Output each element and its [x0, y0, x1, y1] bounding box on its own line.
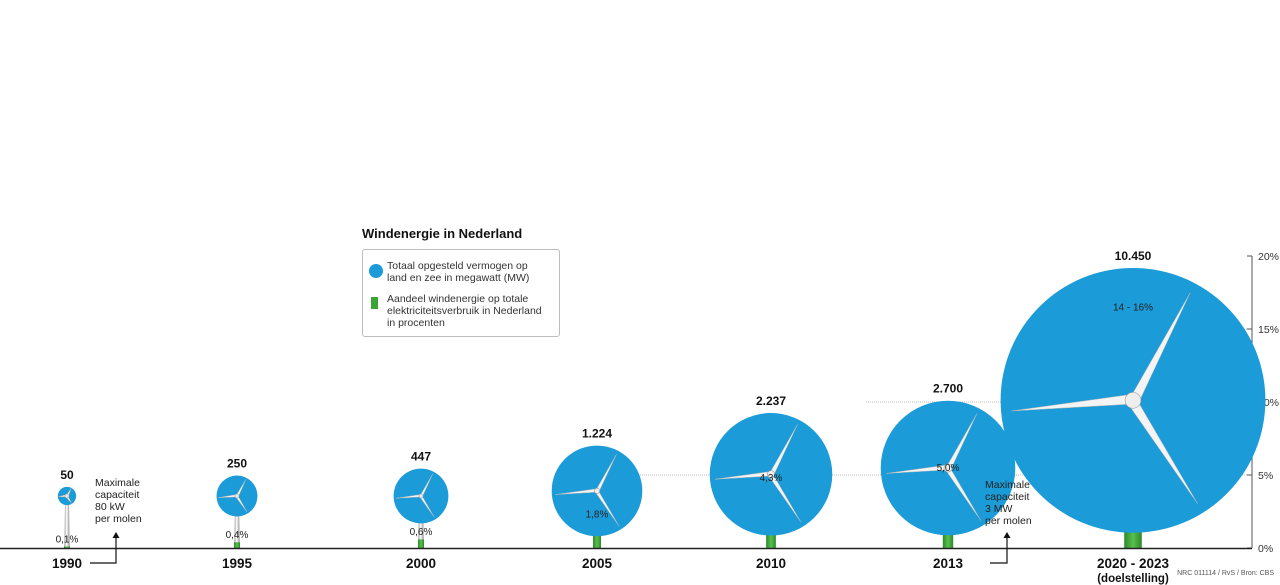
note-arrow-1990: [90, 533, 117, 564]
y-tick-label: 0%: [1258, 543, 1273, 555]
turbine-2013: 2.700 5,0% 2013: [880, 382, 1016, 571]
turbine-2020-2023: 10.450 14 - 16% 2020 - 2023 (doelstelling): [1000, 249, 1266, 585]
capacity-label: 2.700: [933, 382, 963, 396]
note-2013: Maximale capaciteit 3 MW per molen: [985, 479, 1032, 527]
category-sublabel: (doelstelling): [1097, 573, 1169, 585]
capacity-label: 1.224: [582, 427, 612, 441]
share-bar: [64, 546, 70, 548]
category-label: 2013: [933, 556, 964, 571]
rotor-hub: [234, 493, 240, 499]
turbine-2005: 1.224 1,8% 2005: [551, 427, 643, 571]
capacity-label: 10.450: [1115, 249, 1152, 263]
category-label: 2000: [406, 556, 436, 571]
note-2013-line-3: 3 MW: [985, 503, 1013, 515]
share-label: 1,8%: [586, 510, 609, 521]
category-label: 2005: [582, 556, 613, 571]
note-1990-line-1: Maximale: [95, 477, 140, 489]
legend-title: Windenergie in Nederland: [362, 226, 523, 241]
capacity-label: 50: [60, 468, 74, 482]
legend-circle-swatch: [369, 264, 383, 278]
y-tick-label: 5%: [1258, 470, 1273, 482]
share-bar: [417, 539, 425, 548]
note-arrow-1990-head: [112, 532, 120, 538]
turbine-2010: 2.237 4,3% 2010: [709, 394, 833, 571]
legend-share-line-2: elektriciteitsverbruik in Nederland: [387, 305, 542, 317]
legend-item-capacity: Totaal opgesteld vermogen op land en zee…: [369, 260, 530, 284]
y-tick-label: 20%: [1258, 251, 1279, 263]
rotor-hub: [418, 493, 424, 499]
rotor-hub: [1124, 392, 1142, 409]
category-label: 2010: [756, 556, 786, 571]
rotor-hub: [943, 463, 953, 473]
legend-capacity-line-1: Totaal opgesteld vermogen op: [387, 260, 528, 272]
note-1990-line-4: per molen: [95, 513, 142, 525]
legend-capacity-line-2: land en zee in megawatt (MW): [387, 272, 530, 284]
legend-share-line-1: Aandeel windenergie op totale: [387, 293, 529, 305]
note-2013-line-1: Maximale: [985, 479, 1030, 491]
note-1990-line-2: capaciteit: [95, 489, 140, 501]
share-label: 14 - 16%: [1113, 302, 1153, 313]
legend-bar-swatch: [371, 297, 378, 309]
rotor-hub: [64, 493, 70, 499]
share-label: 0,4%: [226, 530, 249, 541]
legend-share-line-3: in procenten: [387, 317, 445, 329]
rotor-hub: [767, 470, 775, 479]
source-credit: NRC 011114 / RvS / Bron: CBS: [1177, 570, 1274, 577]
note-2013-line-4: per molen: [985, 515, 1032, 527]
note-1990-line-3: 80 kW: [95, 501, 125, 513]
note-arrow-2013-head: [1003, 532, 1011, 538]
y-tick-label: 15%: [1258, 324, 1279, 336]
capacity-label: 447: [411, 450, 431, 464]
share-label: 0,6%: [410, 527, 433, 538]
category-label: 2020 - 2023: [1097, 556, 1170, 571]
note-1990: Maximale capaciteit 80 kW per molen: [95, 477, 142, 525]
legend: Totaal opgesteld vermogen op land en zee…: [362, 249, 560, 337]
capacity-label: 2.237: [756, 394, 786, 408]
note-arrow-2013: [990, 533, 1008, 564]
legend-item-share: Aandeel windenergie op totale elektricit…: [371, 293, 542, 329]
turbine-2000: 447 0,6% 2000: [393, 450, 449, 571]
share-label: 5,0%: [937, 463, 960, 474]
capacity-label: 250: [227, 457, 247, 471]
share-label: 4,3%: [760, 473, 783, 484]
share-bar: [234, 542, 240, 548]
category-label: 1995: [222, 556, 253, 571]
turbine-1990: 50 0,1% 1990: [52, 468, 82, 571]
tower: [64, 496, 70, 547]
share-label: 0,1%: [56, 535, 79, 546]
category-label: 1990: [52, 556, 82, 571]
turbine-1995: 250 0,4% 1995: [216, 457, 258, 571]
note-2013-line-2: capaciteit: [985, 491, 1030, 503]
rotor-hub: [593, 487, 601, 494]
